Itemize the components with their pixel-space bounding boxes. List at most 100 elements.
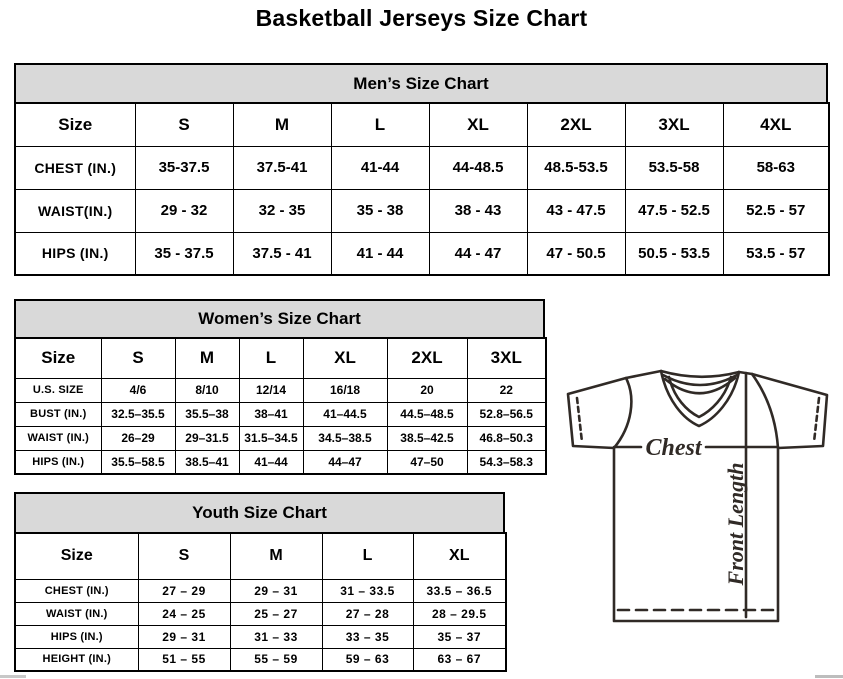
value-cell: 32.5–35.5 <box>100 401 176 427</box>
youth-size-chart-title: Youth Size Chart <box>14 492 505 532</box>
front-length-label: Front Length <box>723 463 748 587</box>
value-cell: 12/14 <box>238 377 304 403</box>
row-label-cell: HIPS (IN.) <box>14 624 139 649</box>
value-cell: 29 – 31 <box>137 624 231 649</box>
value-cell: 31.5–34.5 <box>238 425 304 451</box>
value-cell: 63 – 67 <box>412 647 507 672</box>
size-corner-header: Size <box>14 337 102 379</box>
page-title: Basketball Jerseys Size Chart <box>255 5 588 31</box>
value-cell: 26–29 <box>100 425 176 451</box>
jersey-right-sleeve-seam <box>750 372 780 450</box>
womens-size-chart: Women’s Size Chart Size S M L XL 2XL 3XL U.S. S… <box>14 299 547 475</box>
size-header-row: Size S M L XL 2XL 3XL <box>14 337 547 379</box>
value-cell: 38.5–41 <box>174 449 240 475</box>
value-cell: 28 – 29.5 <box>412 601 507 626</box>
value-cell: 33.5 – 36.5 <box>412 578 507 603</box>
size-column-header: L <box>321 532 414 580</box>
value-cell: 16/18 <box>302 377 388 403</box>
row-label-cell: HIPS (IN.) <box>14 231 136 276</box>
jersey-diagram: Chest Front Length <box>556 356 843 628</box>
jersey-left-sleeve-dashes <box>575 396 584 444</box>
table-row: HIPS (IN.) 35.5–58.5 38.5–41 41–44 44–47 47–5… <box>14 449 547 475</box>
size-corner-header: Size <box>14 532 139 580</box>
size-column-header: M <box>229 532 323 580</box>
table-row: WAIST (IN.) 26–29 29–31.5 31.5–34.5 34.5–38.… <box>14 425 547 451</box>
row-label-cell: WAIST (IN.) <box>14 425 102 451</box>
value-cell: 55 – 59 <box>229 647 323 672</box>
jersey-collar-inner-v <box>667 375 733 419</box>
table-row: CHEST (IN.) 35-37.5 37.5-41 41-44 44-48.5 48.… <box>14 145 830 190</box>
mens-size-chart-title: Men’s Size Chart <box>14 63 828 102</box>
value-cell: 41–44 <box>238 449 304 475</box>
row-label-cell: HIPS (IN.) <box>14 449 102 475</box>
value-cell: 8/10 <box>174 377 240 403</box>
value-cell: 44-48.5 <box>428 145 528 190</box>
value-cell: 53.5-58 <box>624 145 724 190</box>
value-cell: 52.8–56.5 <box>466 401 547 427</box>
value-cell: 4/6 <box>100 377 176 403</box>
size-header-row: Size S M L XL 2XL 3XL 4XL <box>14 102 830 147</box>
table-row: HIPS (IN.) 29 – 31 31 – 33 33 – 35 35 – 37 <box>14 624 507 649</box>
row-label-cell: BUST (IN.) <box>14 401 102 427</box>
value-cell: 53.5 - 57 <box>722 231 830 276</box>
size-column-header: XL <box>302 337 388 379</box>
value-cell: 38.5–42.5 <box>386 425 468 451</box>
table-row: WAIST(IN.) 29 - 32 32 - 35 35 - 38 38 - 43 43… <box>14 188 830 233</box>
value-cell: 47–50 <box>386 449 468 475</box>
value-cell: 35.5–58.5 <box>100 449 176 475</box>
scrollbar-fragment-right <box>815 675 843 678</box>
value-cell: 44.5–48.5 <box>386 401 468 427</box>
value-cell: 35.5–38 <box>174 401 240 427</box>
value-cell: 58-63 <box>722 145 830 190</box>
value-cell: 43 - 47.5 <box>526 188 626 233</box>
value-cell: 44–47 <box>302 449 388 475</box>
value-cell: 41–44.5 <box>302 401 388 427</box>
size-column-header: XL <box>428 102 528 147</box>
value-cell: 27 – 29 <box>137 578 231 603</box>
value-cell: 27 – 28 <box>321 601 414 626</box>
value-cell: 35 - 37.5 <box>134 231 234 276</box>
value-cell: 29 - 32 <box>134 188 234 233</box>
row-label-cell: CHEST (IN.) <box>14 145 136 190</box>
value-cell: 24 – 25 <box>137 601 231 626</box>
chest-label: Chest <box>645 435 702 461</box>
table-row: WAIST (IN.) 24 – 25 25 – 27 27 – 28 28 – 29.… <box>14 601 507 626</box>
value-cell: 35-37.5 <box>134 145 234 190</box>
mens-size-table: Size S M L XL 2XL 3XL 4XL CHEST (IN.) 35-37.5 37.5… <box>14 102 830 276</box>
womens-size-table: Size S M L XL 2XL 3XL U.S. SIZE 4/6 8/10 12/14 16/1… <box>14 337 547 475</box>
row-label-cell: WAIST (IN.) <box>14 601 139 626</box>
value-cell: 38–41 <box>238 401 304 427</box>
size-header-row: Size S M L XL <box>14 532 507 580</box>
size-column-header: S <box>134 102 234 147</box>
size-column-header: 3XL <box>624 102 724 147</box>
size-column-header: S <box>137 532 231 580</box>
value-cell: 41 - 44 <box>330 231 430 276</box>
value-cell: 52.5 - 57 <box>722 188 830 233</box>
value-cell: 48.5-53.5 <box>526 145 626 190</box>
size-column-header: M <box>174 337 240 379</box>
value-cell: 31 – 33 <box>229 624 323 649</box>
value-cell: 35 - 38 <box>330 188 430 233</box>
value-cell: 41-44 <box>330 145 430 190</box>
size-column-header: XL <box>412 532 507 580</box>
table-row: HEIGHT (IN.) 51 – 55 55 – 59 59 – 63 63 – 67 <box>14 647 507 672</box>
size-column-header: L <box>330 102 430 147</box>
row-label-cell: WAIST(IN.) <box>14 188 136 233</box>
value-cell: 37.5-41 <box>232 145 332 190</box>
jersey-diagram-svg: Chest Front Length <box>566 369 829 623</box>
value-cell: 50.5 - 53.5 <box>624 231 724 276</box>
row-label-cell: CHEST (IN.) <box>14 578 139 603</box>
value-cell: 22 <box>466 377 547 403</box>
table-row: HIPS (IN.) 35 - 37.5 37.5 - 41 41 - 44 44 - … <box>14 231 830 276</box>
value-cell: 54.3–58.3 <box>466 449 547 475</box>
value-cell: 31 – 33.5 <box>321 578 414 603</box>
value-cell: 46.8–50.3 <box>466 425 547 451</box>
jersey-right-sleeve-dashes <box>812 396 821 444</box>
value-cell: 29 – 31 <box>229 578 323 603</box>
size-column-header: M <box>232 102 332 147</box>
value-cell: 47.5 - 52.5 <box>624 188 724 233</box>
size-column-header: L <box>238 337 304 379</box>
size-column-header: 4XL <box>722 102 830 147</box>
mens-size-chart: Men’s Size Chart Size S M L XL 2XL 3XL 4XL CHEST… <box>14 63 830 276</box>
value-cell: 38 - 43 <box>428 188 528 233</box>
